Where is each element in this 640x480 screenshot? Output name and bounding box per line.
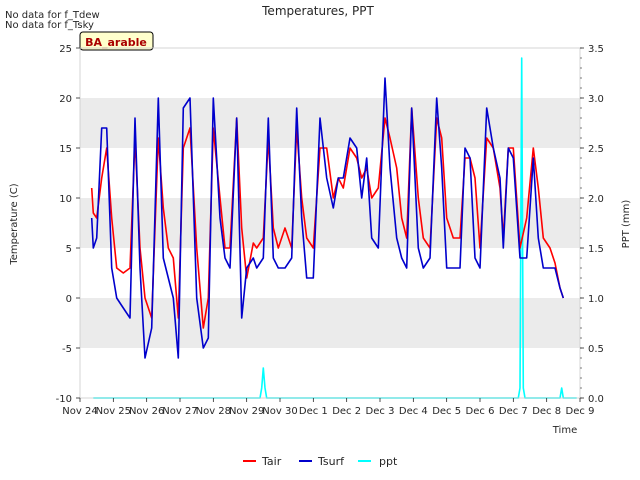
x-tick-label: Dec 2 (332, 406, 361, 417)
x-tick-label: Nov 30 (262, 406, 297, 417)
y2-tick-label: 2.0 (588, 194, 604, 205)
y2-tick-label: 2.5 (588, 144, 604, 155)
y-tick-label: 0 (66, 294, 72, 305)
x-tick-label: Nov 26 (129, 406, 164, 417)
y-axis-right: 3.5 3.0 2.5 2.0 1.5 1.0 0.5 0.0 (580, 44, 604, 405)
y2-tick-label: 1.0 (588, 294, 604, 305)
x-tick-label: Dec 7 (499, 406, 528, 417)
x-tick-label: Dec 6 (466, 406, 495, 417)
x-axis-label: Time (552, 425, 577, 436)
x-tick-label: Nov 29 (229, 406, 264, 417)
legend: Tair Tsurf ppt (243, 455, 398, 468)
x-tick-label: Dec 4 (399, 406, 428, 417)
series-line-ppt (93, 57, 577, 399)
y-tick-label: 25 (59, 44, 72, 55)
y-tick-label: 15 (59, 144, 72, 155)
x-tick-label: Nov 24 (62, 406, 97, 417)
site-label: BA_arable (85, 36, 147, 49)
grid-band-0 (80, 98, 580, 148)
chart-title: Temperatures, PPT (261, 4, 374, 18)
y2-tick-label: 0.5 (588, 344, 604, 355)
y-tick-label: -10 (56, 394, 72, 405)
x-tick-label: Dec 8 (532, 406, 561, 417)
x-tick-label: Dec 1 (299, 406, 328, 417)
grid-band-2 (80, 298, 580, 348)
x-tick-label: Dec 3 (366, 406, 395, 417)
y2-axis-label: PPT (mm) (621, 200, 632, 249)
site-label-box (79, 31, 154, 51)
x-tick-label: Nov 28 (196, 406, 231, 417)
y-tick-label: 10 (59, 194, 72, 205)
legend-label-tsurf: Tsurf (317, 455, 345, 468)
y-axis-left: 25 20 15 10 5 0 -5 -10 (56, 44, 80, 405)
x-tick-label: Nov 27 (162, 406, 197, 417)
series-line-tsurf (90, 77, 565, 359)
y2-tick-label: 1.5 (588, 244, 604, 255)
x-tick-label: Dec 5 (432, 406, 461, 417)
y-tick-label: 5 (66, 244, 72, 255)
y2-tick-label: 0.0 (588, 394, 604, 405)
legend-label-ppt: ppt (379, 455, 398, 468)
y2-tick-label: 3.5 (588, 44, 604, 55)
note-tsky: No data for f_Tsky (5, 20, 94, 31)
y-axis-label: Temperature (C) (9, 183, 20, 265)
x-tick-label: Dec 9 (566, 406, 595, 417)
note-tdew: No data for f_Tdew (5, 10, 100, 21)
y2-tick-label: 3.0 (588, 94, 604, 105)
tsurf-series (90, 77, 565, 359)
x-tick-label: Nov 25 (96, 406, 131, 417)
y-tick-label: -5 (62, 344, 72, 355)
legend-label-tair: Tair (261, 455, 282, 468)
plot-frame (79, 47, 581, 399)
ppt-series (93, 57, 577, 399)
y-tick-label: 20 (59, 94, 72, 105)
